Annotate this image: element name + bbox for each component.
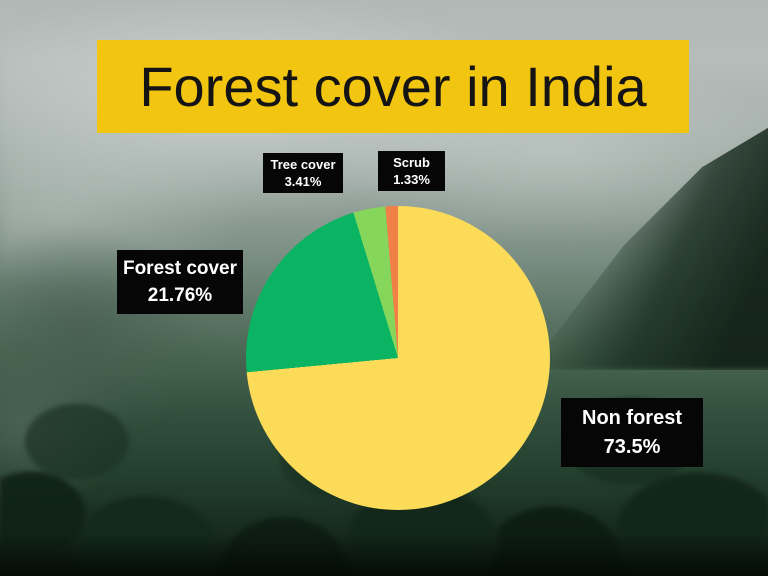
callout-tree-cover-label: Tree cover bbox=[270, 157, 336, 172]
callout-non-forest-value: 73.5% bbox=[603, 435, 661, 458]
bottom-shadow bbox=[0, 534, 768, 576]
callout-forest-cover-value: 21.76% bbox=[147, 285, 213, 306]
callout-scrub: Scrub 1.33% bbox=[378, 151, 445, 191]
pie-chart bbox=[246, 206, 550, 510]
callout-non-forest: Non forest 73.5% bbox=[561, 398, 703, 467]
callout-scrub-label: Scrub bbox=[393, 155, 430, 170]
slide-title: Forest cover in India bbox=[139, 55, 647, 118]
callout-forest-cover: Forest cover 21.76% bbox=[117, 250, 243, 314]
callout-forest-cover-label: Forest cover bbox=[122, 258, 238, 279]
callout-scrub-value: 1.33% bbox=[393, 172, 430, 187]
callout-tree-cover: Tree cover 3.41% bbox=[263, 153, 343, 193]
callout-non-forest-label: Non forest bbox=[582, 406, 682, 429]
title-banner: Forest cover in India bbox=[97, 40, 689, 133]
callout-tree-cover-value: 3.41% bbox=[284, 174, 322, 189]
